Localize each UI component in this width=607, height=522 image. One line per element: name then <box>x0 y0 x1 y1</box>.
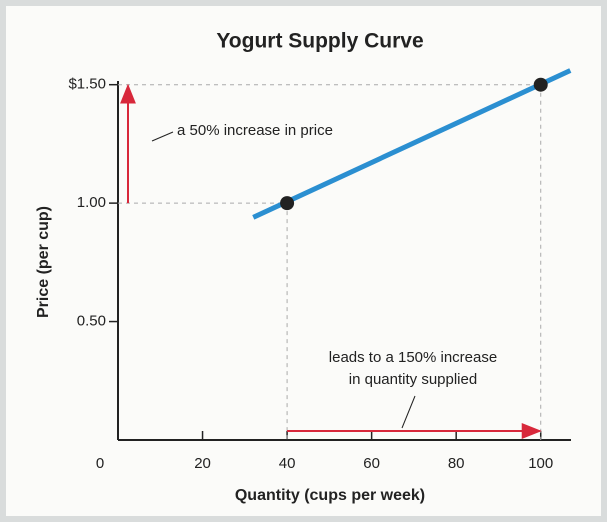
y-tick-label: $1.50 <box>68 76 106 93</box>
annotation-leader <box>401 395 416 429</box>
annotation: leads to a 150% increase <box>329 349 497 366</box>
x-axis-label: Quantity (cups per week) <box>235 487 425 504</box>
point <box>280 196 295 211</box>
annotation: in quantity supplied <box>349 371 477 388</box>
x-tick-label: 0 <box>96 455 104 472</box>
x-tick-label: 40 <box>279 455 296 472</box>
x-tick-label: 60 <box>363 455 380 472</box>
annotation-leader <box>151 131 174 142</box>
y-tick-label: 0.50 <box>77 313 106 330</box>
annotation: a 50% increase in price <box>177 122 333 139</box>
x-tick-label: 80 <box>448 455 465 472</box>
x-tick-label: 20 <box>194 455 211 472</box>
y-tick-label: 1.00 <box>77 194 106 211</box>
chart-title: Yogurt Supply Curve <box>216 30 423 53</box>
point <box>533 77 548 92</box>
y-axis-label: Price (per cup) <box>35 206 52 318</box>
x-tick-label: 100 <box>528 455 553 472</box>
supply-line <box>252 68 572 220</box>
